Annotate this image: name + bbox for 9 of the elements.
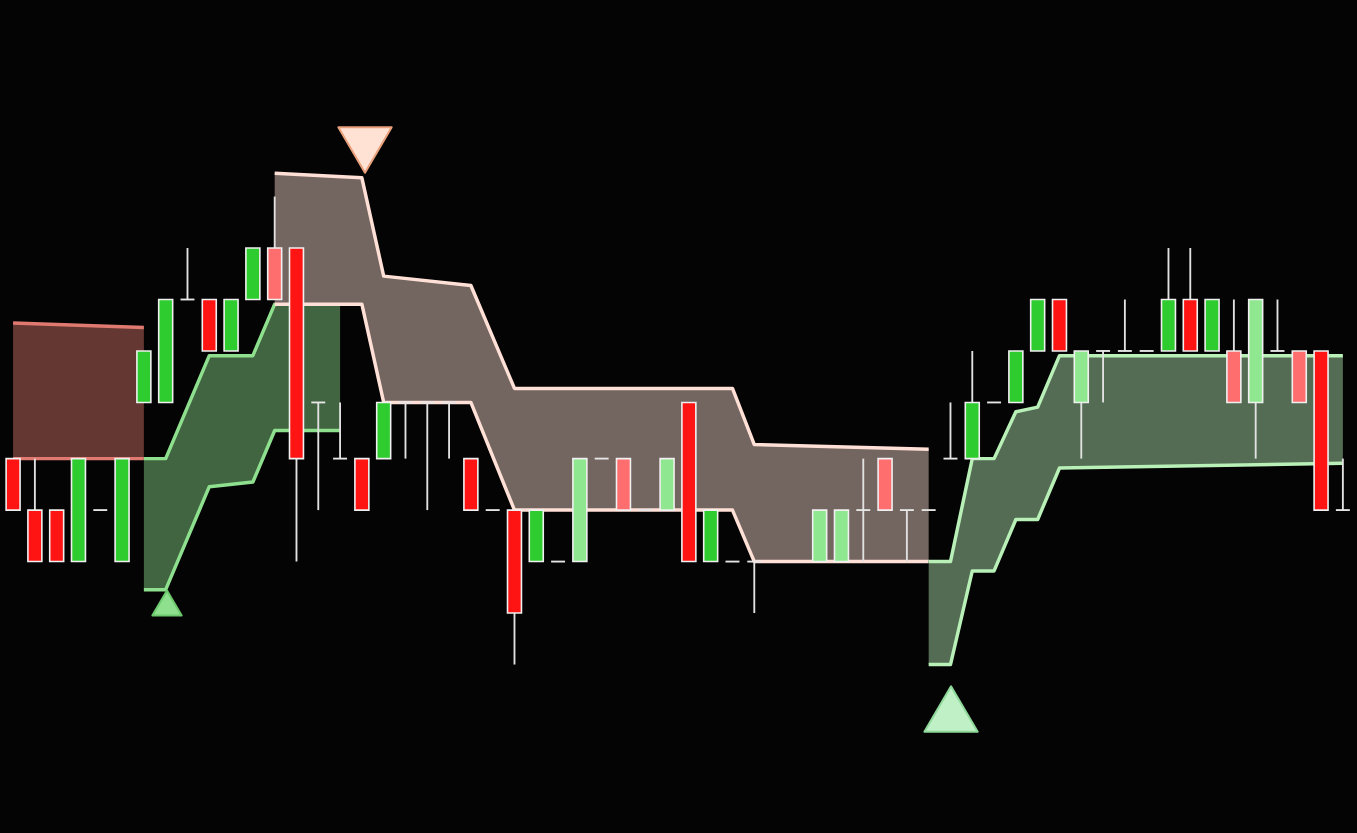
candlestick: [746, 560, 763, 614]
candlestick: [1269, 298, 1286, 352]
candlestick: [1095, 350, 1111, 404]
candlestick: [942, 401, 959, 460]
candlestick: [1334, 457, 1351, 512]
candlestick: [855, 457, 872, 563]
candlestick: [332, 401, 348, 460]
candlestick: [898, 509, 915, 563]
candlestick: [1116, 298, 1133, 352]
